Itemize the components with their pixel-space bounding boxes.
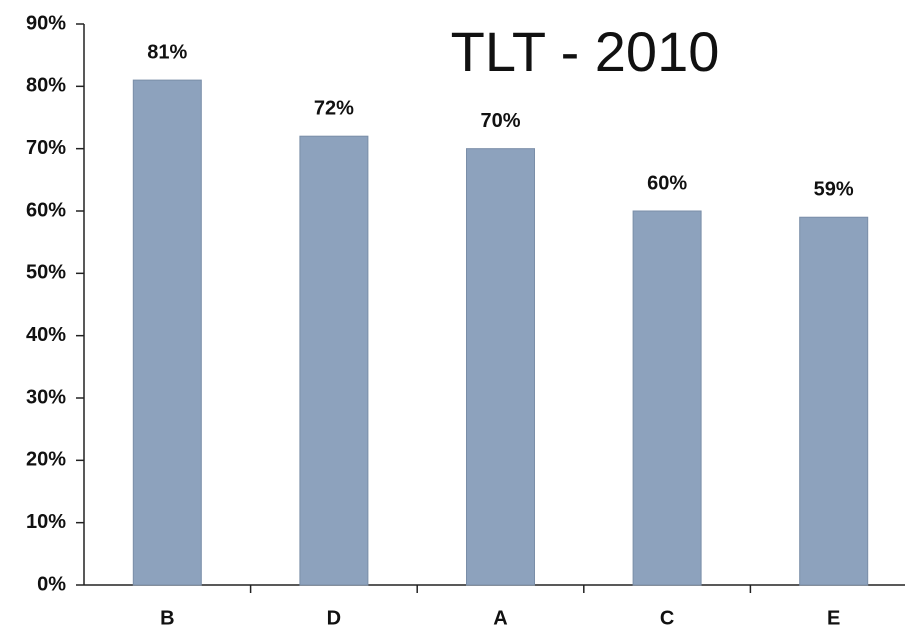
x-tick-label: E bbox=[827, 607, 840, 627]
y-tick-label: 10% bbox=[26, 511, 66, 533]
y-tick-label: 90% bbox=[26, 12, 66, 34]
y-tick-label: 30% bbox=[26, 386, 66, 408]
y-tick-label: 80% bbox=[26, 75, 66, 97]
y-tick-label: 20% bbox=[26, 449, 66, 471]
y-tick-label: 60% bbox=[26, 199, 66, 221]
data-label: 72% bbox=[314, 97, 354, 119]
data-label: 60% bbox=[647, 172, 687, 194]
chart-title: TLT - 2010 bbox=[451, 20, 720, 83]
y-tick-label: 0% bbox=[37, 573, 66, 595]
data-label: 70% bbox=[480, 110, 520, 132]
bar bbox=[466, 148, 535, 586]
bar bbox=[799, 216, 869, 586]
y-tick-label: 40% bbox=[26, 324, 66, 346]
x-tick-label: A bbox=[493, 607, 507, 627]
y-tick-label: 70% bbox=[26, 137, 66, 159]
x-tick-label: B bbox=[160, 607, 174, 627]
x-tick-label: C bbox=[660, 607, 674, 627]
data-label: 59% bbox=[814, 179, 854, 201]
x-tick-label: D bbox=[327, 607, 341, 627]
data-label: 81% bbox=[147, 41, 187, 63]
bar bbox=[632, 210, 702, 586]
bar bbox=[299, 135, 369, 586]
y-tick-label: 50% bbox=[26, 262, 66, 284]
bar bbox=[132, 79, 202, 586]
